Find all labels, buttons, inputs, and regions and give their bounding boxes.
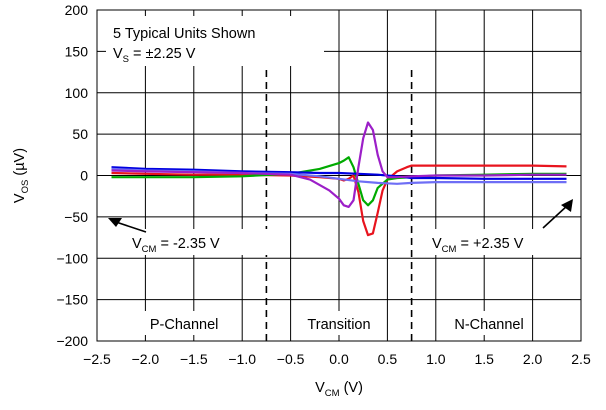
- y-tick-label: 150: [65, 43, 89, 59]
- tick-labels: −2.5 −2.0 −1.5 −1.0 −0.5 0.0 0.5 1.0 1.5 2.0 2.5 20…: [56, 2, 590, 367]
- series-line-5: [111, 121, 567, 208]
- y-tick-label: −50: [64, 209, 88, 225]
- units-note-line1: 5 Typical Units Shown: [113, 26, 255, 42]
- region-label: N-Channel: [454, 317, 523, 333]
- y-tick-label: −150: [56, 292, 88, 308]
- x-tick-label: 0.0: [329, 351, 349, 367]
- right-arrow-head: [561, 199, 573, 212]
- x-tick-label: −2.5: [83, 351, 111, 367]
- region-label: Transition: [307, 317, 370, 333]
- x-tick-label: 0.5: [378, 351, 398, 367]
- annotations: 5 Typical Units Shown VS = ±2.25 V P-Chann…: [106, 16, 576, 335]
- y-tick-label: 50: [72, 126, 88, 142]
- plot-frame: [96, 9, 582, 342]
- y-tick-label: −200: [56, 333, 88, 349]
- y-axis-label: VOS (µV): [12, 148, 31, 203]
- data-series: [111, 121, 567, 237]
- x-tick-label: 1.0: [426, 351, 446, 367]
- region-label-background: [293, 311, 385, 335]
- x-tick-label: −2.0: [132, 351, 160, 367]
- left-annotation-background: [126, 229, 274, 255]
- left-arrow-shaft: [115, 221, 147, 233]
- x-tick-label: 2.5: [571, 351, 591, 367]
- x-tick-label: −1.5: [180, 351, 208, 367]
- y-tick-label: 0: [80, 168, 88, 184]
- x-tick-label: −1.0: [228, 351, 256, 367]
- axis-labels: VCM (V) VOS (µV): [12, 148, 363, 399]
- units-note-background: [106, 16, 324, 66]
- x-tick-label: 2.0: [523, 351, 543, 367]
- right-arrow-shaft: [542, 204, 569, 229]
- y-tick-label: −100: [56, 250, 88, 266]
- x-tick-label: −0.5: [277, 351, 305, 367]
- units-note-line2: VS = ±2.25 V: [113, 46, 196, 65]
- x-tick-label: 1.5: [474, 351, 494, 367]
- right-annotation-label: VCM = +2.35 V: [432, 236, 524, 255]
- right-annotation-background: [426, 229, 576, 255]
- left-arrow-head: [108, 218, 122, 227]
- region-label-background: [447, 311, 531, 335]
- x-axis-label: VCM (V): [315, 380, 363, 399]
- region-label: P-Channel: [150, 317, 219, 333]
- y-tick-label: 200: [65, 2, 89, 18]
- region-dividers: [265, 70, 413, 341]
- left-annotation-label: VCM = -2.35 V: [132, 236, 220, 255]
- y-tick-label: 100: [65, 85, 89, 101]
- region-label-background: [142, 311, 227, 335]
